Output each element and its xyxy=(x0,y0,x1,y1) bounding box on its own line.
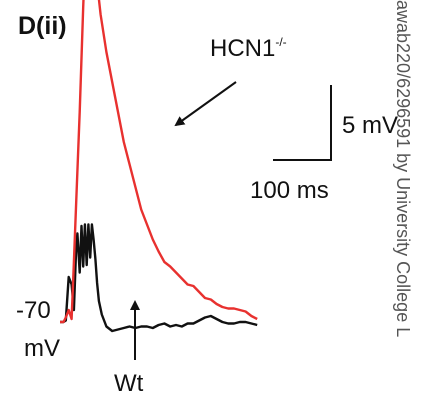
traces-group xyxy=(60,0,258,333)
baseline-value-label: -70 xyxy=(16,297,51,324)
hcn1-knockout-trace xyxy=(60,0,258,324)
panel-label: D(ii) xyxy=(18,12,67,40)
scale-bar-x-label: 100 ms xyxy=(250,177,329,204)
hcn1-arrow xyxy=(174,81,237,127)
wt-label: Wt xyxy=(114,370,144,396)
scale-bar-y-label: 5 mV xyxy=(342,112,398,139)
baseline-unit-label: mV xyxy=(24,335,60,362)
wt-trace xyxy=(60,223,258,333)
hcn1-label: HCN1-/- xyxy=(210,35,287,62)
watermark-text: awab220/6296591 by University College L xyxy=(393,0,413,337)
hcn1-label-name: HCN1 xyxy=(210,35,275,62)
scale-bar xyxy=(273,85,332,161)
hcn1-label-superscript: -/- xyxy=(275,35,286,49)
